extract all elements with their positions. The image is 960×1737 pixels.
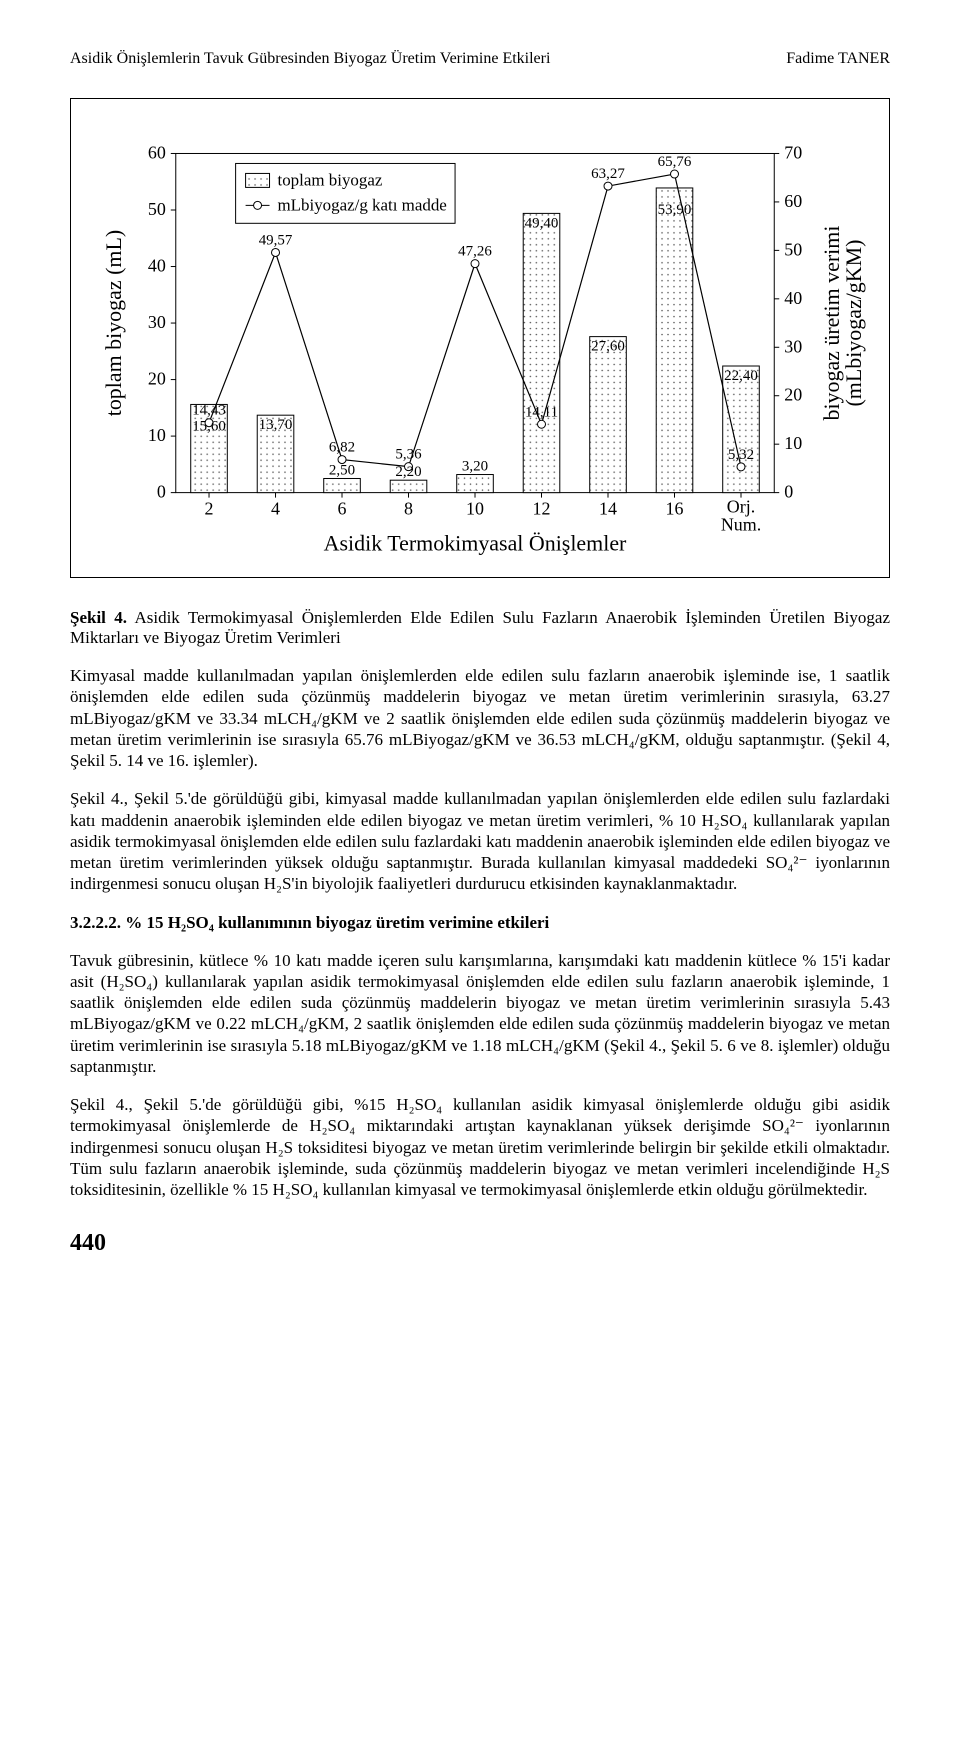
figure-caption: Şekil 4. Asidik Termokimyasal Önişlemler… xyxy=(70,608,890,648)
figure-4-chart: 0 10 20 30 40 50 60 0 10 20 30 40 50 60 70 2 4 6 8 10 12 14 16… xyxy=(70,98,890,578)
svg-text:0: 0 xyxy=(784,482,793,502)
svg-text:30: 30 xyxy=(148,312,166,332)
figure-caption-lead: Şekil 4. xyxy=(70,608,127,627)
paragraph-4: Şekil 4., Şekil 5.'de görüldüğü gibi, %1… xyxy=(70,1094,890,1200)
svg-text:5,32: 5,32 xyxy=(728,447,754,463)
svg-text:toplam biyogaz (mL): toplam biyogaz (mL) xyxy=(101,230,126,416)
svg-text:6,82: 6,82 xyxy=(329,440,355,456)
section-heading: 3.2.2.2. % 15 H₂SO₄ kullanımının biyogaz… xyxy=(70,913,890,933)
svg-text:2,50: 2,50 xyxy=(329,462,355,478)
paragraph-2: Şekil 4., Şekil 5.'de görüldüğü gibi, ki… xyxy=(70,788,890,894)
svg-text:mLbiyogaz/g katı madde: mLbiyogaz/g katı madde xyxy=(278,195,447,214)
figure-caption-rest: Asidik Termokimyasal Önişlemlerden Elde … xyxy=(70,608,890,647)
paragraph-3: Tavuk gübresinin, kütlece % 10 katı madd… xyxy=(70,950,890,1078)
svg-text:27,60: 27,60 xyxy=(591,339,625,355)
svg-text:4: 4 xyxy=(271,499,280,519)
svg-text:49,57: 49,57 xyxy=(259,232,293,248)
svg-text:(mLbiyogaz/gKM): (mLbiyogaz/gKM) xyxy=(841,240,866,407)
svg-text:0: 0 xyxy=(157,482,166,502)
page-number: 440 xyxy=(70,1230,890,1257)
svg-text:16: 16 xyxy=(666,499,684,519)
svg-text:2: 2 xyxy=(205,499,214,519)
svg-text:50: 50 xyxy=(784,239,802,259)
svg-text:2,20: 2,20 xyxy=(395,464,421,480)
header-left: Asidik Önişlemlerin Tavuk Gübresinden Bi… xyxy=(70,50,550,68)
svg-text:53,90: 53,90 xyxy=(658,202,692,218)
svg-text:10: 10 xyxy=(148,425,166,445)
svg-text:8: 8 xyxy=(404,499,413,519)
svg-text:5,36: 5,36 xyxy=(395,447,422,463)
chart-svg: 0 10 20 30 40 50 60 0 10 20 30 40 50 60 70 2 4 6 8 10 12 14 16… xyxy=(86,119,874,567)
svg-text:13,70: 13,70 xyxy=(259,417,293,433)
svg-text:70: 70 xyxy=(784,142,802,162)
svg-text:10: 10 xyxy=(466,499,484,519)
svg-text:toplam biyogaz: toplam biyogaz xyxy=(278,170,383,189)
svg-text:14,11: 14,11 xyxy=(525,404,558,420)
svg-text:30: 30 xyxy=(784,336,802,356)
running-header: Asidik Önişlemlerin Tavuk Gübresinden Bi… xyxy=(70,50,890,68)
svg-text:Num.: Num. xyxy=(721,515,761,535)
svg-text:10: 10 xyxy=(784,433,802,453)
svg-text:40: 40 xyxy=(148,256,166,276)
svg-text:50: 50 xyxy=(148,199,166,219)
svg-text:20: 20 xyxy=(148,369,166,389)
svg-text:47,26: 47,26 xyxy=(458,244,492,260)
svg-text:Asidik Termokimyasal Önişlemle: Asidik Termokimyasal Önişlemler xyxy=(324,530,627,555)
svg-text:60: 60 xyxy=(784,191,802,211)
svg-text:6: 6 xyxy=(338,499,347,519)
svg-text:12: 12 xyxy=(533,499,551,519)
header-right: Fadime TANER xyxy=(786,50,890,68)
svg-text:3,20: 3,20 xyxy=(462,459,488,475)
paragraph-1: Kimyasal madde kullanılmadan yapılan öni… xyxy=(70,665,890,771)
svg-text:63,27: 63,27 xyxy=(591,166,625,182)
svg-text:49,40: 49,40 xyxy=(525,215,559,231)
svg-text:14: 14 xyxy=(599,499,617,519)
page: Asidik Önişlemlerin Tavuk Gübresinden Bi… xyxy=(0,0,960,1317)
svg-text:15,60: 15,60 xyxy=(192,418,226,434)
svg-text:22,40: 22,40 xyxy=(724,368,758,384)
svg-text:20: 20 xyxy=(784,385,802,405)
svg-text:40: 40 xyxy=(784,288,802,308)
svg-text:65,76: 65,76 xyxy=(658,154,692,170)
svg-text:60: 60 xyxy=(148,142,166,162)
svg-text:14,43: 14,43 xyxy=(192,403,226,419)
